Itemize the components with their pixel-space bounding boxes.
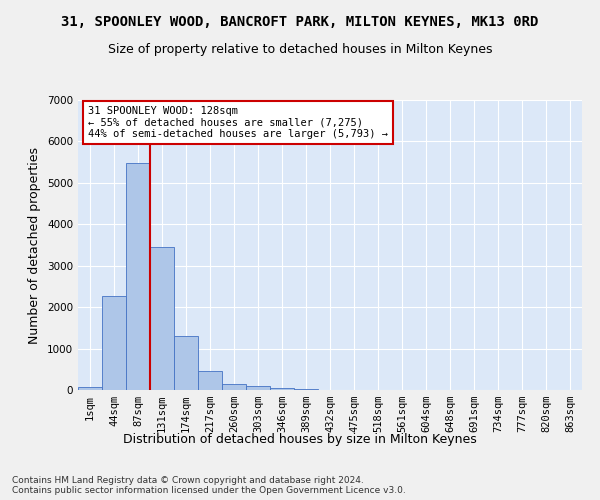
Bar bbox=[78, 386, 102, 390]
Text: Size of property relative to detached houses in Milton Keynes: Size of property relative to detached ho… bbox=[108, 42, 492, 56]
Bar bbox=[246, 386, 270, 390]
Y-axis label: Number of detached properties: Number of detached properties bbox=[28, 146, 41, 344]
Bar bbox=[174, 336, 198, 390]
Bar bbox=[294, 389, 318, 390]
Bar bbox=[270, 388, 294, 390]
Bar bbox=[126, 163, 150, 390]
Text: 31, SPOONLEY WOOD, BANCROFT PARK, MILTON KEYNES, MK13 0RD: 31, SPOONLEY WOOD, BANCROFT PARK, MILTON… bbox=[61, 15, 539, 29]
Bar bbox=[222, 384, 246, 390]
Text: 31 SPOONLEY WOOD: 128sqm
← 55% of detached houses are smaller (7,275)
44% of sem: 31 SPOONLEY WOOD: 128sqm ← 55% of detach… bbox=[88, 106, 388, 139]
Text: Distribution of detached houses by size in Milton Keynes: Distribution of detached houses by size … bbox=[123, 432, 477, 446]
Bar bbox=[102, 296, 126, 390]
Bar bbox=[198, 370, 222, 390]
Text: Contains HM Land Registry data © Crown copyright and database right 2024.
Contai: Contains HM Land Registry data © Crown c… bbox=[12, 476, 406, 495]
Bar bbox=[150, 248, 174, 390]
